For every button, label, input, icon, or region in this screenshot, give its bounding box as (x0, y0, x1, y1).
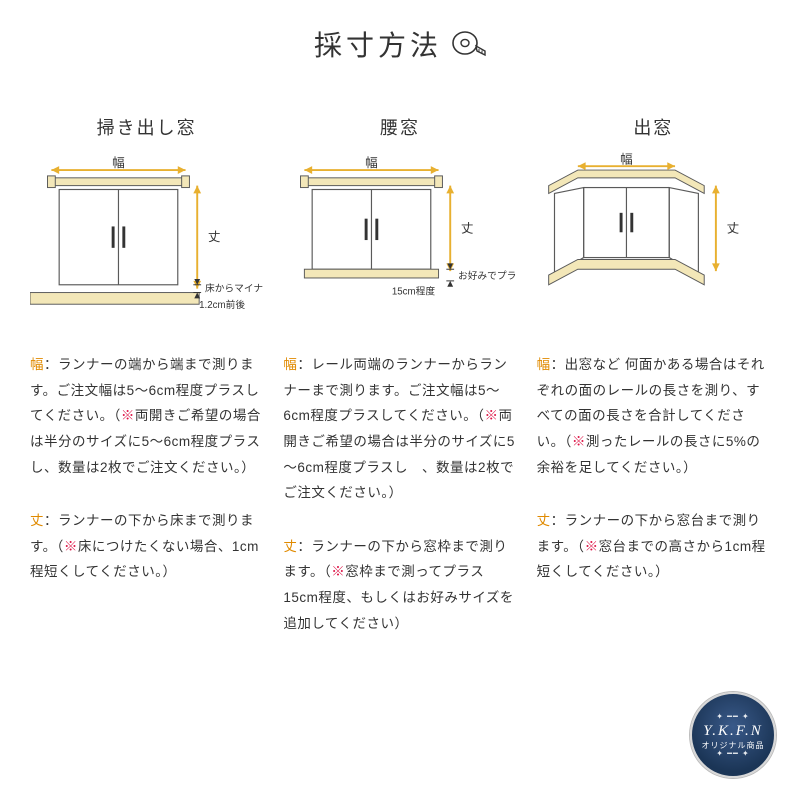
svg-text:丈: 丈 (726, 221, 739, 235)
svg-text:幅: 幅 (620, 152, 633, 166)
height-label: 丈 (30, 513, 44, 528)
height-instruction: 丈：ランナーの下から窓台まで測ります。（※窓台までの高さから1cm程短くしてくだ… (537, 508, 770, 585)
svg-text:15cm程度: 15cm程度 (392, 284, 435, 297)
column-waist-window: 腰窓 幅 丈 (283, 114, 516, 664)
diagram-sweep: 幅 丈 床からマイナス 1.2cm前後 (30, 152, 263, 332)
width-warn: ※ (485, 408, 499, 423)
height-warn: ※ (585, 539, 599, 554)
column-bay-window: 出窓 幅 (537, 114, 770, 664)
width-label: 幅 (30, 357, 44, 372)
width-text: ：レール両端のランナーからランナーまで測ります。ご注文幅は5～6cm程度プラスし… (283, 357, 507, 423)
diagram-bay: 幅 丈 (537, 152, 770, 332)
col-title: 掃き出し窓 (30, 114, 263, 140)
height-label: 丈 (283, 539, 297, 554)
height-instruction: 丈：ランナーの下から床まで測ります。（※床につけたくない場合、1cm程短くしてく… (30, 508, 263, 585)
badge-brand: Y.K.F.N (703, 724, 762, 739)
col-title: 出窓 (537, 114, 770, 140)
svg-text:丈: 丈 (461, 221, 474, 235)
columns-container: 掃き出し窓 幅 (0, 74, 800, 664)
width-instruction: 幅：ランナーの端から端まで測ります。ご注文幅は5～6cm程度プラスしてください。… (30, 352, 263, 480)
width-warn: ※ (572, 434, 586, 449)
width-instruction: 幅：出窓など 何面かある場合はそれぞれの面のレールの長さを測り、すべての面の長さ… (537, 352, 770, 480)
width-label: 幅 (537, 357, 551, 372)
height-warn: ※ (64, 539, 78, 554)
diagram-waist: 幅 丈 お好みでプラス 15cm程度 (283, 152, 516, 332)
width-warn: ※ (121, 408, 135, 423)
title-text: 採寸方法 (314, 24, 442, 64)
brand-badge: ✦ ━━ ✦ Y.K.F.N オリジナル商品 ✦ ━━ ✦ (690, 692, 776, 778)
height-warn: ※ (331, 564, 345, 579)
width-instruction: 幅：レール両端のランナーからランナーまで測ります。ご注文幅は5～6cm程度プラス… (283, 352, 516, 506)
svg-text:丈: 丈 (208, 230, 221, 244)
height-instruction: 丈：ランナーの下から窓枠まで測ります。（※窓枠まで測ってプラス15cm程度、もし… (283, 534, 516, 637)
svg-text:1.2cm前後: 1.2cm前後 (199, 298, 245, 311)
tape-measure-icon (452, 30, 486, 58)
svg-text:幅: 幅 (365, 156, 378, 170)
svg-text:床からマイナス: 床からマイナス (205, 282, 263, 295)
badge-ornament-bottom: ✦ ━━ ✦ (716, 750, 749, 758)
svg-text:お好みでプラス: お好みでプラス (458, 270, 516, 282)
col-title: 腰窓 (283, 114, 516, 140)
badge-ornament-top: ✦ ━━ ✦ (716, 713, 749, 721)
page-title: 採寸方法 (0, 0, 800, 74)
svg-text:幅: 幅 (112, 156, 125, 170)
width-label: 幅 (283, 357, 297, 372)
height-label: 丈 (537, 513, 551, 528)
column-sweep-window: 掃き出し窓 幅 (30, 114, 263, 664)
